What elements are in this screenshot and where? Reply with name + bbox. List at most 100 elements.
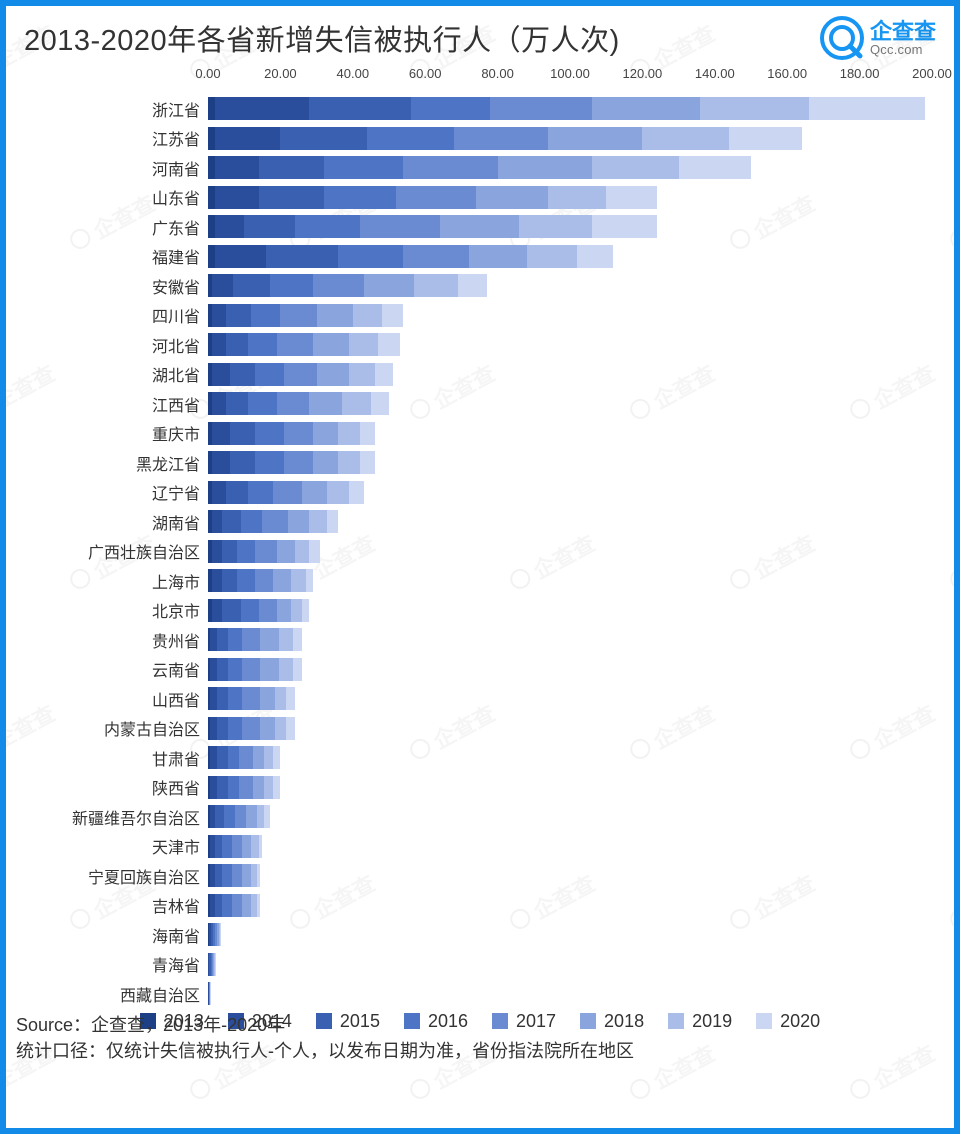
bar-segment xyxy=(215,864,222,887)
bar-segment xyxy=(548,127,642,150)
bar-track xyxy=(208,717,932,740)
bar-track xyxy=(208,953,932,976)
bar-segment xyxy=(577,245,613,268)
bar-track xyxy=(208,156,932,179)
bar-row: 青海省 xyxy=(28,950,932,980)
bar-segment xyxy=(327,510,338,533)
y-label: 重庆市 xyxy=(28,421,208,445)
y-label: 陕西省 xyxy=(28,775,208,799)
bar-segment xyxy=(230,363,255,386)
bar-segment xyxy=(215,805,224,828)
bar-segment xyxy=(215,127,280,150)
bar-track xyxy=(208,923,932,946)
bar-segment xyxy=(364,274,415,297)
bar-segment xyxy=(233,274,269,297)
y-label: 广东省 xyxy=(28,215,208,239)
footer-notes: Source：企查查，2013年-2020年 统计口径：仅统计失信被执行人-个人… xyxy=(16,1012,944,1064)
bar-segment xyxy=(248,333,277,356)
watermark-icon: 企查查 xyxy=(944,526,954,597)
bar-segment xyxy=(215,97,309,120)
bar-segment xyxy=(222,864,231,887)
y-label: 宁夏回族自治区 xyxy=(28,864,208,888)
bar-segment xyxy=(242,658,260,681)
brand-block: 企查查 Qcc.com xyxy=(820,16,936,60)
y-label: 安徽省 xyxy=(28,274,208,298)
bar-segment xyxy=(679,156,751,179)
bar-track xyxy=(208,628,932,651)
bar-row: 新疆维吾尔自治区 xyxy=(28,802,932,832)
bar-segment xyxy=(469,245,527,268)
bar-segment xyxy=(309,540,320,563)
bar-segment xyxy=(371,392,389,415)
bar-segment xyxy=(349,481,363,504)
bar-segment xyxy=(210,776,217,799)
bar-track xyxy=(208,864,932,887)
note-text: 仅统计失信被执行人-个人，以发布日期为准，省份指法院所在地区 xyxy=(106,1041,634,1061)
bar-segment xyxy=(293,628,302,651)
bar-segment xyxy=(375,363,393,386)
bar-track xyxy=(208,599,932,622)
bar-row: 江苏省 xyxy=(28,124,932,154)
bar-row: 河北省 xyxy=(28,330,932,360)
bar-segment xyxy=(242,687,260,710)
y-label: 山东省 xyxy=(28,185,208,209)
bar-segment xyxy=(498,156,592,179)
bar-segment xyxy=(212,599,223,622)
bar-segment xyxy=(264,805,269,828)
bar-segment xyxy=(235,805,246,828)
bar-segment xyxy=(349,333,378,356)
bar-segment xyxy=(284,451,313,474)
x-tick: 20.00 xyxy=(264,66,297,81)
bar-segment xyxy=(414,274,457,297)
bar-segment xyxy=(275,717,286,740)
bar-segment xyxy=(259,835,263,858)
bars-container: 浙江省江苏省河南省山东省广东省福建省安徽省四川省河北省湖北省江西省重庆市黑龙江省… xyxy=(28,94,932,1002)
bar-segment xyxy=(253,746,264,769)
bar-segment xyxy=(215,894,222,917)
bar-segment xyxy=(592,215,657,238)
bar-segment xyxy=(217,776,228,799)
bar-segment xyxy=(266,245,338,268)
bar-segment xyxy=(212,569,223,592)
y-label: 广西壮族自治区 xyxy=(28,539,208,563)
bar-segment xyxy=(277,540,295,563)
bar-segment xyxy=(217,628,228,651)
bar-segment xyxy=(208,127,215,150)
bar-segment xyxy=(212,451,230,474)
bar-segment xyxy=(208,245,215,268)
bar-row: 吉林省 xyxy=(28,891,932,921)
bar-segment xyxy=(228,658,242,681)
bar-segment xyxy=(273,776,280,799)
bar-segment xyxy=(338,422,360,445)
brand-logo-icon xyxy=(820,16,864,60)
bar-segment xyxy=(232,894,243,917)
bar-segment xyxy=(260,658,278,681)
bar-track xyxy=(208,363,932,386)
bar-segment xyxy=(353,304,382,327)
x-tick: 60.00 xyxy=(409,66,442,81)
bar-track xyxy=(208,687,932,710)
bar-segment xyxy=(226,333,248,356)
bar-segment xyxy=(324,156,404,179)
bar-segment xyxy=(212,304,226,327)
bar-segment xyxy=(592,97,701,120)
x-tick: 80.00 xyxy=(481,66,514,81)
bar-segment xyxy=(729,127,801,150)
bar-segment xyxy=(232,864,243,887)
bar-row: 西藏自治区 xyxy=(28,979,932,1009)
bar-segment xyxy=(275,687,286,710)
bar-segment xyxy=(232,835,243,858)
brand-name-cn: 企查查 xyxy=(870,20,936,43)
bar-segment xyxy=(208,215,215,238)
bar-segment xyxy=(277,599,291,622)
bar-track xyxy=(208,186,932,209)
x-tick: 160.00 xyxy=(767,66,807,81)
y-label: 内蒙古自治区 xyxy=(28,716,208,740)
bar-segment xyxy=(313,333,349,356)
bar-segment xyxy=(242,717,260,740)
bar-segment xyxy=(217,717,228,740)
brand-name-en: Qcc.com xyxy=(870,43,936,57)
bar-segment xyxy=(242,864,251,887)
bar-segment xyxy=(286,687,295,710)
bar-row: 山西省 xyxy=(28,684,932,714)
